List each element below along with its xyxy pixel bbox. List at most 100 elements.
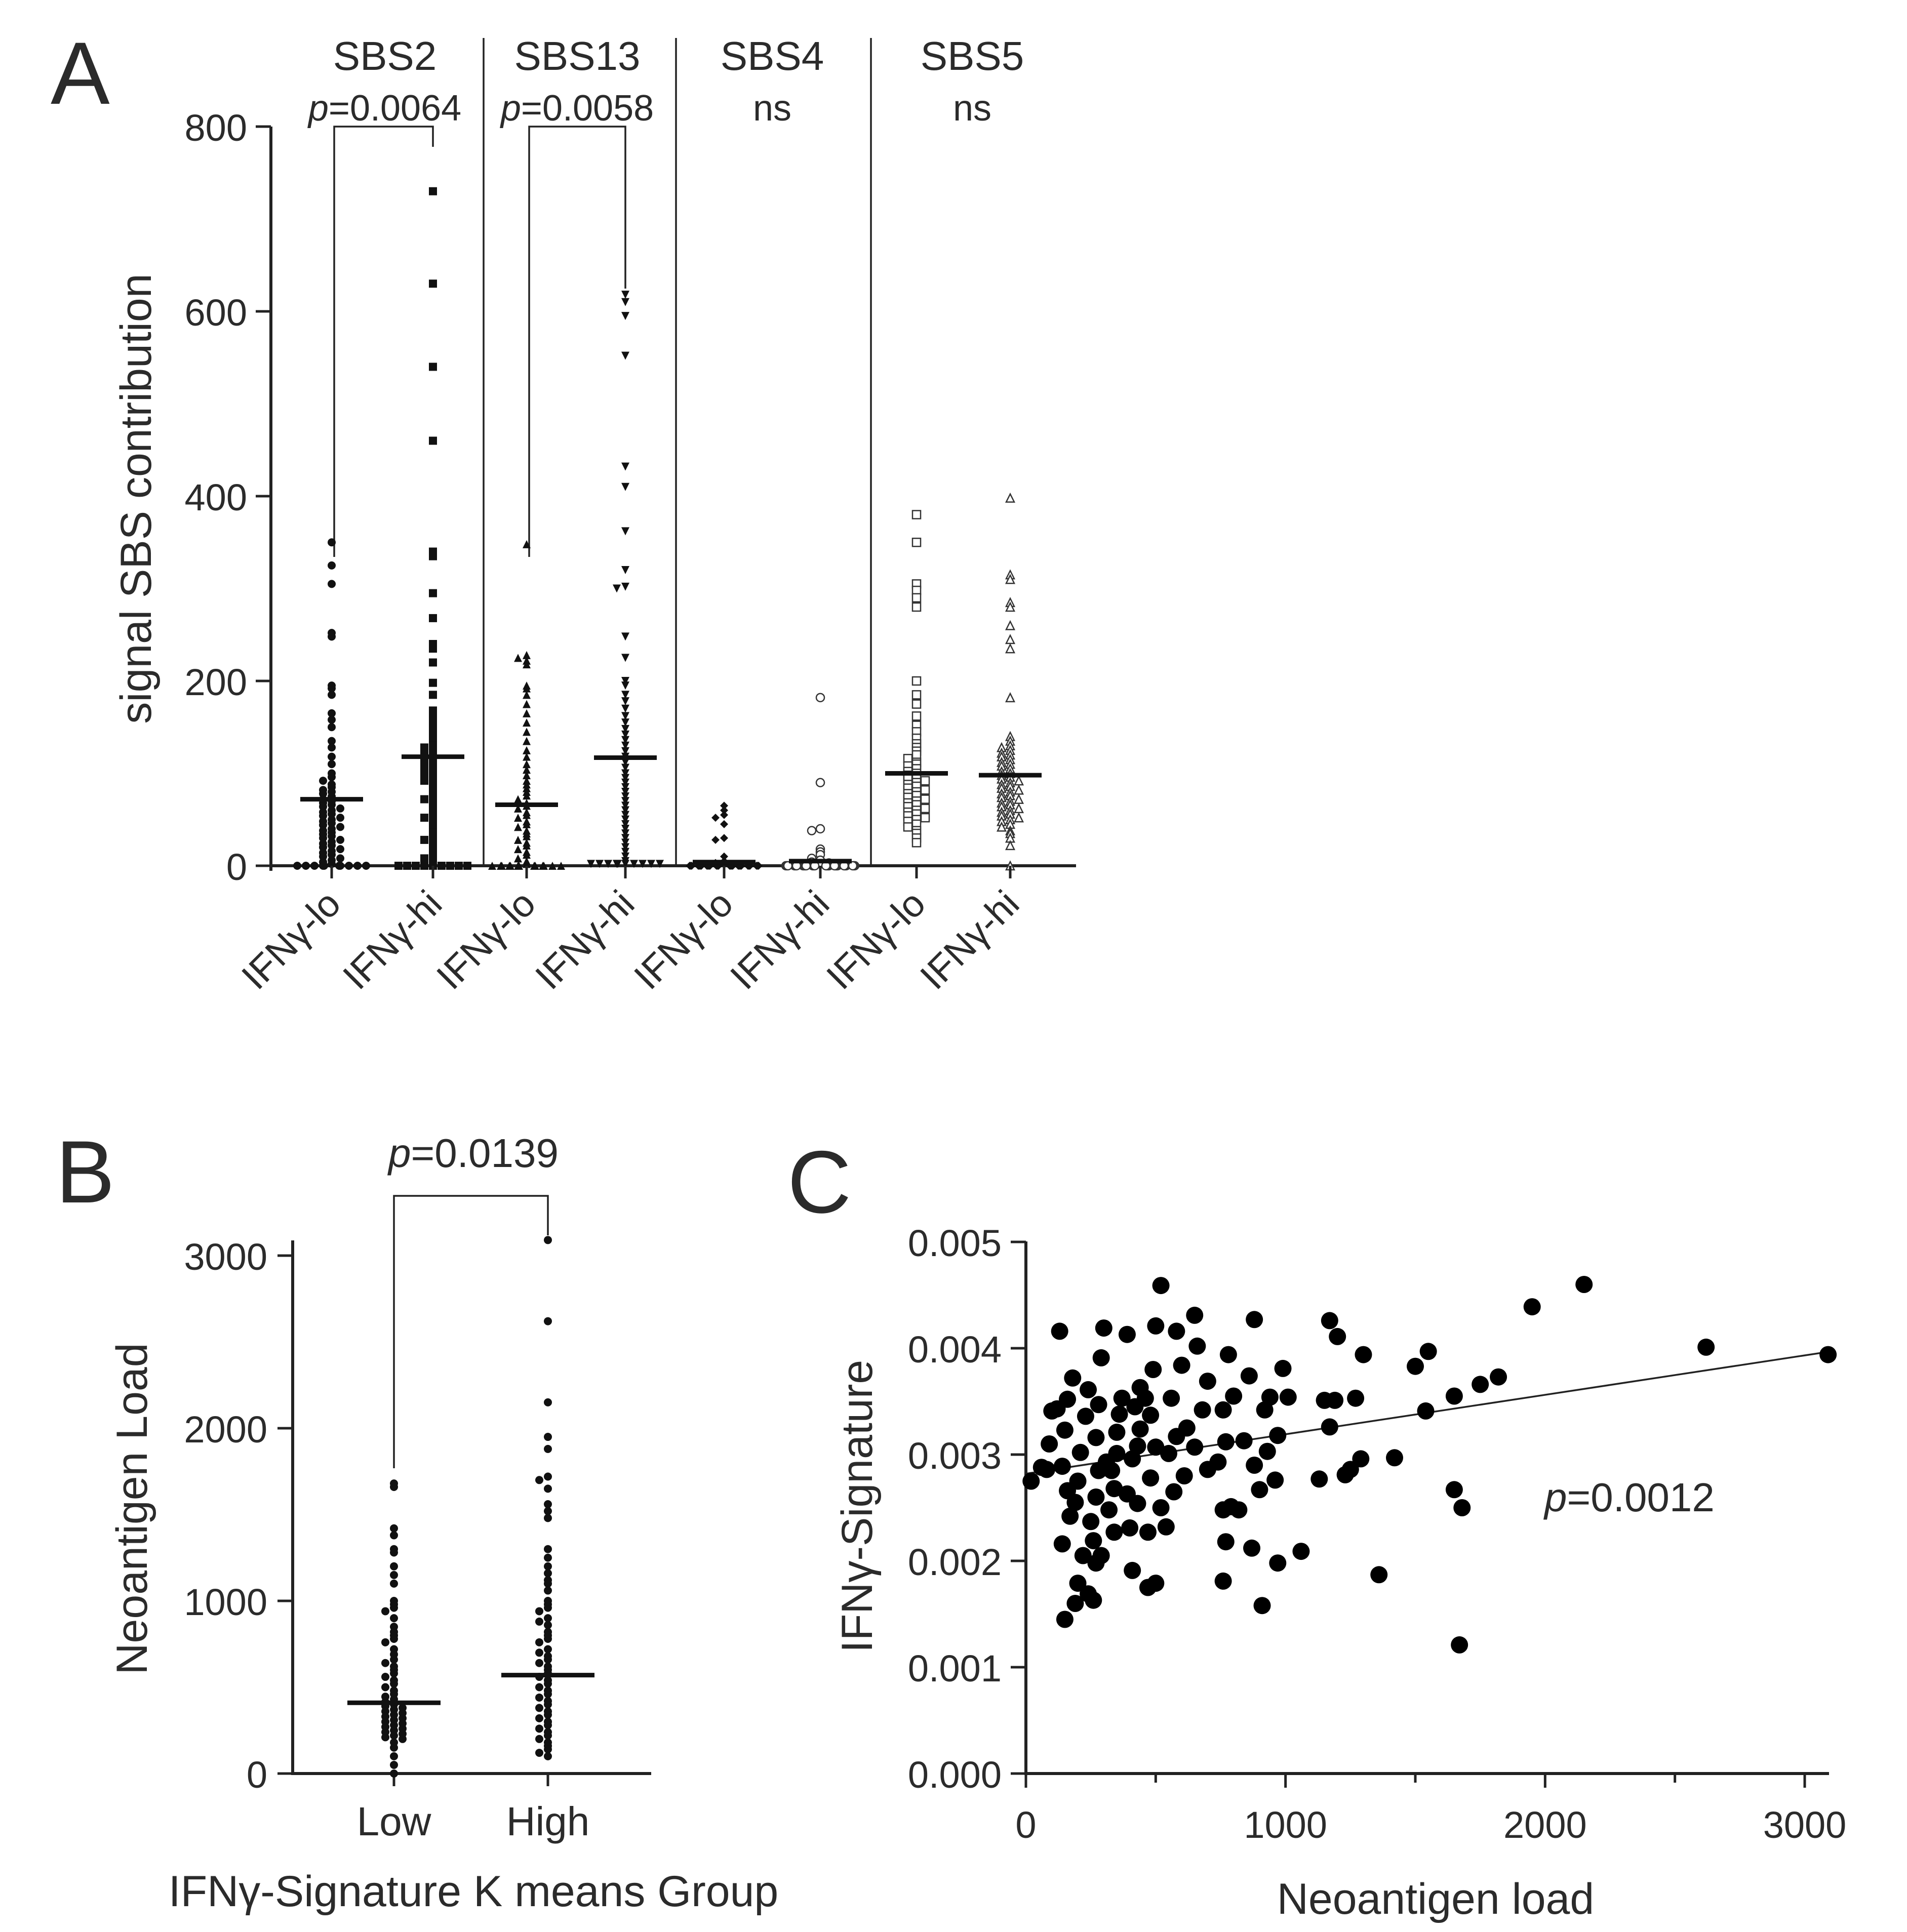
- data-point: [438, 862, 446, 870]
- data-point: [544, 1645, 552, 1654]
- data-point: [319, 789, 327, 798]
- data-point: [420, 795, 428, 803]
- y-tick-label: 0: [226, 846, 247, 888]
- panel-c-stat: p=0.0012: [1543, 1475, 1715, 1520]
- data-point: [557, 862, 565, 870]
- panel-c-x-ticks: 0 1000 2000 3000: [1015, 1774, 1846, 1846]
- data-point: [1087, 1429, 1105, 1446]
- data-point: [390, 1743, 398, 1752]
- data-point: [1005, 620, 1016, 630]
- data-point: [319, 812, 327, 820]
- data-point: [1225, 1387, 1243, 1405]
- data-point: [429, 436, 437, 445]
- data-point: [1085, 1591, 1102, 1609]
- data-point: [535, 1617, 543, 1626]
- data-point: [1445, 1387, 1463, 1405]
- data-point: [1118, 1485, 1136, 1503]
- data-point: [621, 811, 629, 819]
- data-point: [328, 860, 336, 868]
- data-point: [621, 582, 629, 591]
- data-point: [815, 693, 825, 703]
- panel-b-points: [347, 1236, 594, 1778]
- panel-c-ylabel: IFNγ-Signature: [833, 1360, 882, 1653]
- data-point: [319, 777, 327, 785]
- data-point: [920, 813, 930, 823]
- data-point: [1269, 1554, 1287, 1572]
- x-tick-label: 0: [1015, 1804, 1036, 1846]
- data-point: [523, 684, 531, 693]
- data-point: [390, 1524, 398, 1533]
- panel-c: C IFNγ-Signature 0.0000.0010.0020.0030.0…: [787, 1133, 1846, 1923]
- data-point: [1472, 1376, 1489, 1393]
- data-point: [621, 482, 629, 491]
- data-point: [1092, 1349, 1110, 1366]
- stat-sbs4: ns: [753, 88, 791, 129]
- data-point: [1013, 812, 1024, 823]
- data-point: [429, 810, 437, 818]
- data-point: [1074, 1547, 1092, 1564]
- data-point: [1069, 1575, 1087, 1592]
- data-point: [604, 860, 612, 868]
- data-point: [1100, 1501, 1118, 1519]
- data-point: [381, 1733, 389, 1742]
- data-point: [1230, 1501, 1248, 1519]
- data-point: [455, 862, 463, 870]
- data-point: [621, 681, 629, 690]
- data-point: [1445, 1481, 1463, 1499]
- data-point: [1407, 1357, 1424, 1375]
- data-point: [1199, 1373, 1216, 1390]
- data-point: [911, 838, 922, 848]
- x-tick-label: 2000: [1503, 1804, 1587, 1846]
- data-point: [394, 862, 403, 870]
- panel-b-xlabel: IFNγ-Signature K means Group: [169, 1867, 779, 1916]
- data-point: [514, 654, 522, 662]
- panel-b-letter: B: [56, 1123, 115, 1222]
- data-point: [1005, 492, 1016, 503]
- data-point: [647, 860, 655, 868]
- data-point: [1113, 1389, 1131, 1407]
- data-point: [544, 1690, 552, 1699]
- data-point: [1163, 1389, 1180, 1407]
- data-point: [1243, 1539, 1261, 1557]
- data-point: [1087, 1488, 1105, 1506]
- data-point: [544, 1472, 552, 1481]
- group-title-sbs5: SBS5: [921, 33, 1024, 78]
- data-point: [535, 1704, 543, 1712]
- data-point: [996, 821, 1007, 832]
- data-point: [544, 1545, 552, 1553]
- data-point: [429, 552, 437, 560]
- data-point: [920, 803, 930, 814]
- data-point: [544, 1700, 552, 1709]
- data-point: [390, 1603, 398, 1612]
- data-point: [293, 862, 301, 870]
- data-point: [506, 862, 514, 870]
- data-point: [544, 1745, 552, 1754]
- bracket-sbs13: [528, 126, 626, 557]
- data-point: [429, 279, 437, 288]
- data-point: [328, 819, 336, 828]
- data-point: [390, 1482, 398, 1491]
- data-point: [621, 718, 629, 727]
- data-point: [1165, 1483, 1183, 1501]
- x-tick-label: 1000: [1244, 1804, 1327, 1846]
- data-point: [911, 593, 922, 602]
- data-point: [544, 1444, 552, 1453]
- data-point: [720, 820, 728, 828]
- data-point: [1147, 1438, 1165, 1456]
- data-point: [1129, 1437, 1146, 1455]
- data-point: [328, 737, 336, 745]
- data-point: [1819, 1346, 1837, 1363]
- data-point: [463, 862, 471, 870]
- data-point: [336, 835, 344, 844]
- data-point: [1419, 1343, 1437, 1360]
- data-point: [1124, 1561, 1141, 1579]
- data-point: [1575, 1276, 1593, 1293]
- data-point: [621, 730, 629, 739]
- data-point: [420, 854, 428, 863]
- data-point: [1144, 1361, 1162, 1378]
- data-point: [1053, 1535, 1071, 1553]
- data-point: [621, 778, 629, 787]
- data-point: [328, 810, 336, 818]
- data-point: [535, 1714, 543, 1722]
- data-point: [1013, 803, 1024, 814]
